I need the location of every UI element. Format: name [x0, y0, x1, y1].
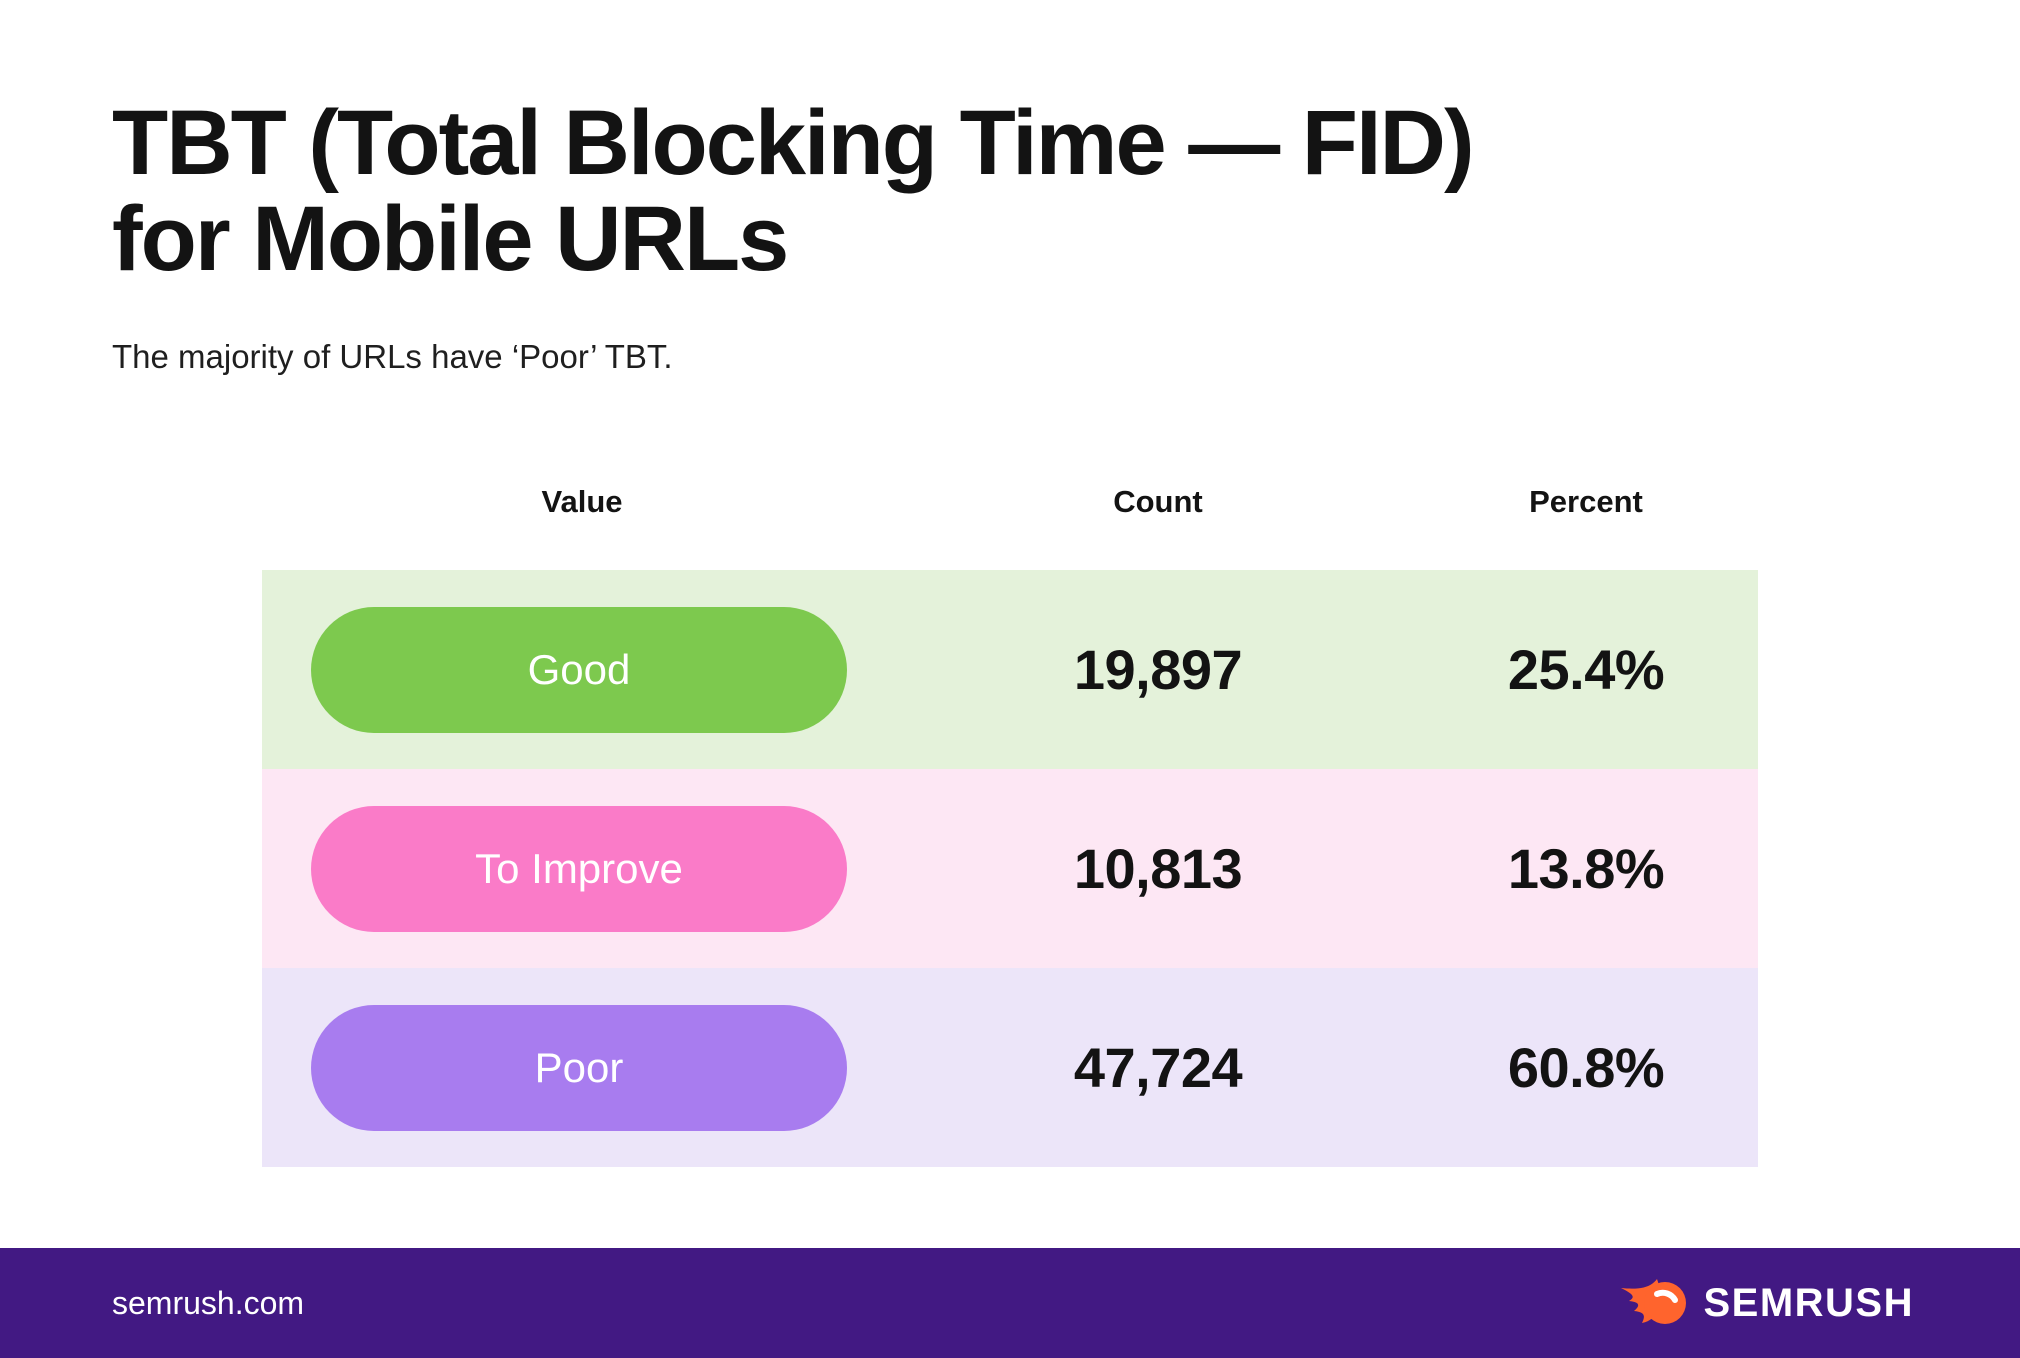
- percent-cell-poor: 60.8%: [1507, 1036, 1665, 1099]
- count-cell-to-improve: 10,813: [1073, 837, 1243, 900]
- value-pill-to-improve: To Improve: [311, 805, 847, 932]
- value-cell: Good: [262, 606, 902, 733]
- value-pill-poor: Poor: [311, 1004, 847, 1131]
- table-header-row: Value Count Percent: [262, 470, 1758, 534]
- page-subtitle: The majority of URLs have ‘Poor’ TBT.: [112, 338, 673, 375]
- page-title: TBT (Total Blocking Time — FID) for Mobi…: [112, 92, 1475, 290]
- data-table: Good 19,897 25.4% To Improve 10,813 13.8…: [262, 570, 1758, 1167]
- brand-wordmark: SEMRUSH: [1703, 1280, 1914, 1325]
- count-cell-good: 19,897: [1073, 638, 1243, 701]
- column-header-value: Value: [541, 484, 623, 519]
- table-row-good: Good 19,897 25.4%: [262, 570, 1758, 769]
- column-header-percent: Percent: [1529, 484, 1643, 519]
- flame-icon: [1621, 1279, 1687, 1324]
- count-cell-poor: 47,724: [1073, 1036, 1243, 1099]
- table-row-poor: Poor 47,724 60.8%: [262, 968, 1758, 1167]
- footer-bar: semrush.com SEMRUSH: [0, 1248, 2020, 1358]
- value-pill-good: Good: [311, 606, 847, 733]
- percent-cell-to-improve: 13.8%: [1507, 837, 1665, 900]
- value-cell: To Improve: [262, 805, 902, 932]
- percent-cell-good: 25.4%: [1507, 638, 1665, 701]
- column-header-count: Count: [1113, 484, 1203, 519]
- table-row-to-improve: To Improve 10,813 13.8%: [262, 769, 1758, 968]
- value-cell: Poor: [262, 1004, 902, 1131]
- site-url: semrush.com: [112, 1284, 305, 1321]
- semrush-logo: SEMRUSH: [1619, 1275, 1914, 1331]
